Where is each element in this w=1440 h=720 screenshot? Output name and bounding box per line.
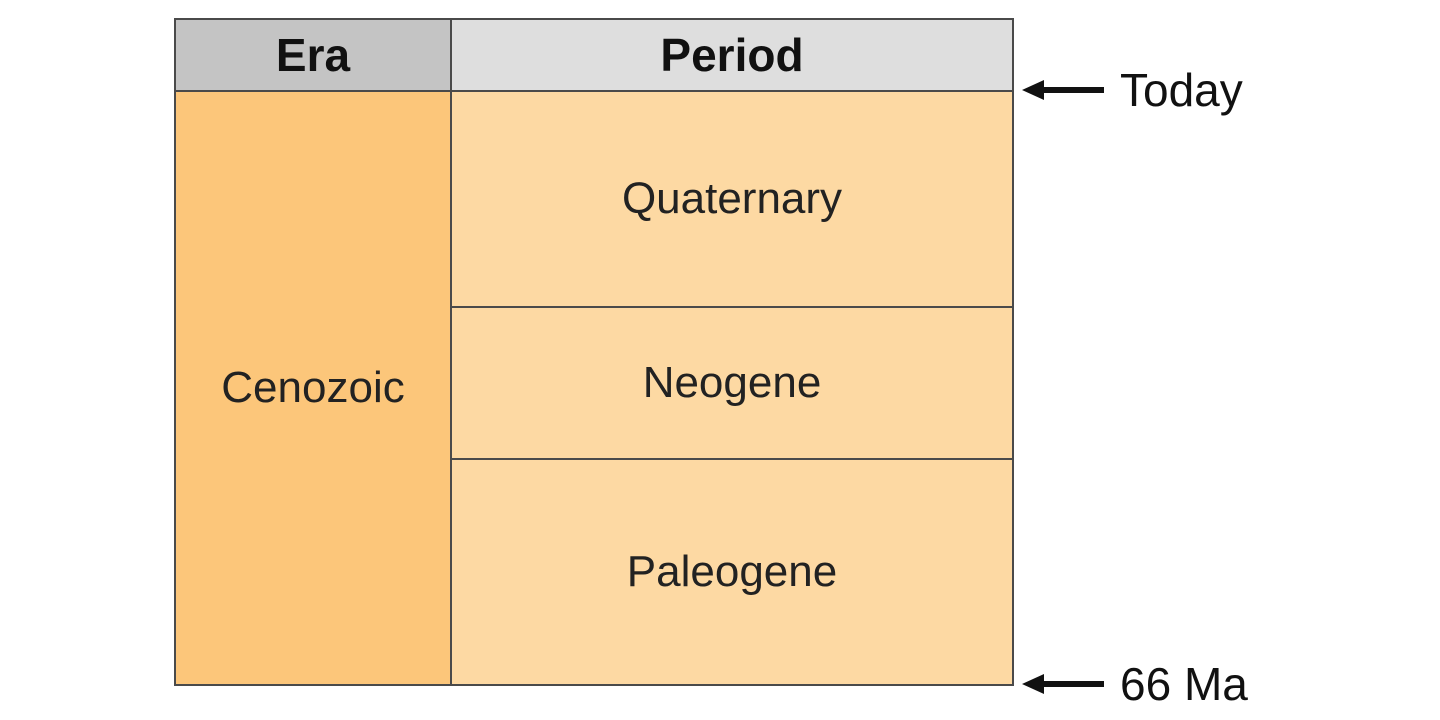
66-ma-label: 66 Ma [1120, 658, 1248, 710]
period-cell-neogene: Neogene [452, 308, 1012, 460]
today-marker: Today [1022, 60, 1243, 120]
left-arrow-icon [1022, 672, 1106, 696]
era-cell-cenozoic: Cenozoic [176, 92, 452, 684]
time-scale-table: Era Period Cenozoic Quaternary Neogene P… [174, 18, 1014, 686]
period-cell-quaternary: Quaternary [452, 92, 1012, 308]
era-column-header: Era [176, 20, 452, 92]
today-label: Today [1120, 64, 1243, 116]
period-column-header: Period [452, 20, 1012, 92]
period-cell-paleogene: Paleogene [452, 460, 1012, 684]
left-arrow-icon [1022, 78, 1106, 102]
66-ma-marker: 66 Ma [1022, 654, 1248, 714]
